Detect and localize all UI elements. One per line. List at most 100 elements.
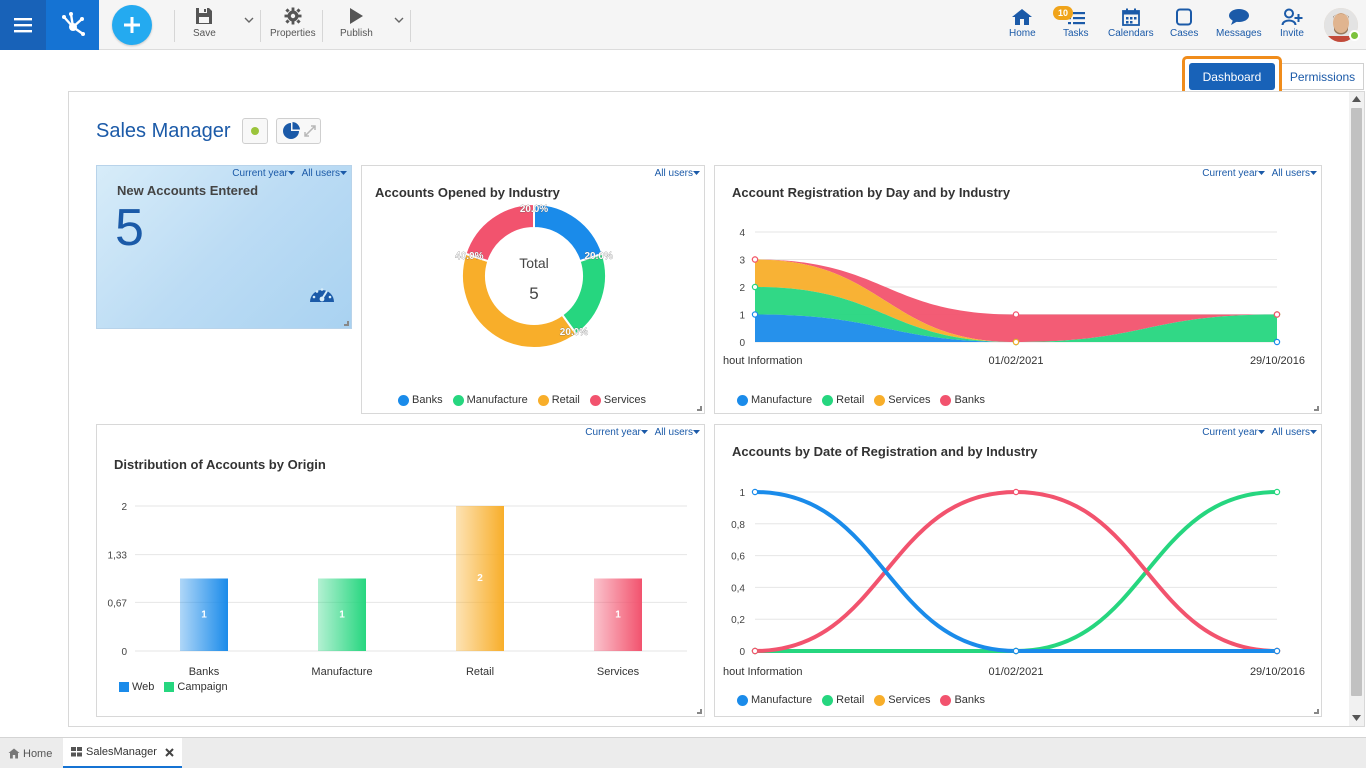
- add-button[interactable]: [112, 5, 152, 45]
- line-point[interactable]: [1012, 488, 1020, 496]
- invite-nav-button[interactable]: Invite: [1280, 8, 1304, 39]
- legend-label: Services: [603, 394, 647, 406]
- app-logo[interactable]: [46, 0, 99, 50]
- bottom-tab-home[interactable]: Home: [8, 738, 52, 768]
- area-point[interactable]: [751, 256, 759, 263]
- bar-legend: Web Campaign: [119, 681, 238, 693]
- period-filter[interactable]: Current year: [1202, 427, 1258, 438]
- legend-item[interactable]: Web: [119, 681, 154, 693]
- resize-handle[interactable]: [1314, 406, 1319, 411]
- resize-handle[interactable]: [697, 709, 702, 714]
- area-chart-title: Account Registration by Day and by Indus…: [732, 185, 1011, 200]
- users-filter[interactable]: All users: [654, 168, 693, 179]
- scroll-up-arrow-icon[interactable]: [1352, 96, 1361, 102]
- toolbar-divider: [174, 10, 175, 42]
- messages-nav-button[interactable]: Messages: [1216, 8, 1262, 39]
- invite-nav-label: Invite: [1280, 28, 1304, 39]
- bar-manufacture[interactable]: [318, 578, 366, 652]
- calendars-nav-button[interactable]: Calendars: [1108, 8, 1154, 39]
- tab-dashboard[interactable]: Dashboard: [1189, 63, 1275, 90]
- donut-slice-retail[interactable]: [461, 252, 578, 349]
- legend-item[interactable]: Services: [589, 394, 647, 406]
- chevron-down-icon: [693, 171, 700, 175]
- cases-nav-button[interactable]: Cases: [1170, 8, 1198, 39]
- save-dropdown-button[interactable]: [244, 16, 254, 27]
- hamburger-menu-button[interactable]: [0, 0, 46, 50]
- users-filter[interactable]: All users: [654, 427, 693, 438]
- publish-dropdown-button[interactable]: [394, 16, 404, 27]
- status-dot-icon: [251, 127, 259, 135]
- donut-slice-services[interactable]: [464, 202, 535, 263]
- chart-view-button[interactable]: [276, 118, 321, 144]
- legend-marker: [737, 694, 748, 706]
- chevron-down-icon: [287, 171, 295, 175]
- period-filter[interactable]: Current year: [585, 427, 641, 438]
- legend-item[interactable]: Manufacture: [737, 694, 812, 706]
- bottom-tab-sales-manager-label: SalesManager: [86, 746, 157, 758]
- properties-button[interactable]: Properties: [270, 7, 316, 39]
- publish-button[interactable]: Publish: [340, 7, 373, 39]
- users-filter[interactable]: All users: [1271, 427, 1310, 438]
- close-icon[interactable]: [165, 747, 174, 757]
- card-registration-by-day[interactable]: Current year All users Account Registrat…: [714, 165, 1322, 414]
- legend-item[interactable]: Services: [874, 394, 930, 406]
- legend-item[interactable]: Banks: [398, 394, 443, 406]
- chevron-down-icon: [340, 171, 347, 175]
- resize-handle[interactable]: [344, 321, 349, 326]
- x-tick-label: Retail: [466, 666, 494, 678]
- kpi-card-new-accounts[interactable]: Current year All users New Accounts Ente…: [96, 165, 352, 329]
- bottom-tab-sales-manager[interactable]: SalesManager: [63, 738, 182, 768]
- area-series-manufacture[interactable]: [755, 314, 1277, 343]
- line-point[interactable]: [751, 488, 759, 496]
- area-point[interactable]: [751, 311, 759, 318]
- area-series-banks[interactable]: [755, 259, 1277, 343]
- legend-item[interactable]: Banks: [940, 394, 985, 406]
- line-point[interactable]: [1012, 647, 1020, 655]
- toolbar-divider: [410, 10, 411, 42]
- chevron-down-icon: [1310, 430, 1317, 434]
- area-chart: 0 1 2 3 4 hout Information 01/02/2021 29/10/201…: [723, 228, 1305, 367]
- legend-item[interactable]: Campaign: [164, 681, 228, 693]
- bar-banks[interactable]: [180, 578, 228, 652]
- legend-item[interactable]: Manufacture: [452, 394, 528, 406]
- area-point[interactable]: [1012, 311, 1020, 318]
- legend-item[interactable]: Retail: [822, 694, 864, 706]
- card-accounts-by-origin[interactable]: Current year All users Distribution of A…: [96, 424, 705, 717]
- legend-item[interactable]: Retail: [537, 394, 580, 406]
- bar-services[interactable]: [594, 578, 642, 652]
- chevron-down-icon: [244, 17, 254, 23]
- scrollbar-thumb[interactable]: [1351, 108, 1362, 696]
- area-point[interactable]: [1012, 338, 1020, 346]
- scroll-down-arrow-icon[interactable]: [1352, 715, 1361, 721]
- home-nav-button[interactable]: Home: [1009, 8, 1036, 39]
- legend-item[interactable]: Services: [874, 694, 930, 706]
- legend-marker: [164, 682, 175, 692]
- area-point[interactable]: [751, 283, 759, 291]
- line-point[interactable]: [1273, 488, 1281, 496]
- status-toggle-button[interactable]: [242, 118, 268, 144]
- line-series-manufacture[interactable]: [753, 490, 1279, 653]
- y-tick-label: 0: [121, 647, 127, 658]
- legend-item[interactable]: Manufacture: [737, 394, 812, 406]
- bar-retail[interactable]: [456, 506, 504, 651]
- area-point[interactable]: [1273, 311, 1281, 318]
- users-filter[interactable]: All users: [1271, 168, 1310, 179]
- tab-permissions[interactable]: Permissions: [1282, 63, 1364, 90]
- area-series-services[interactable]: [755, 259, 1277, 343]
- period-filter[interactable]: Current year: [1202, 168, 1258, 179]
- card-accounts-by-industry[interactable]: All users Accounts Opened by Industry 20…: [361, 165, 705, 414]
- legend-marker: [398, 394, 409, 406]
- save-button[interactable]: Save: [193, 7, 216, 39]
- card-accounts-by-date[interactable]: Current year All users Accounts by Date …: [714, 424, 1322, 717]
- resize-handle[interactable]: [1314, 709, 1319, 714]
- period-filter[interactable]: Current year: [232, 168, 288, 179]
- legend-item[interactable]: Retail: [822, 394, 864, 406]
- line-point[interactable]: [751, 647, 759, 655]
- users-filter[interactable]: All users: [301, 168, 340, 179]
- legend-item[interactable]: Banks: [940, 694, 985, 706]
- kpi-title: New Accounts Entered: [117, 183, 259, 198]
- line-chart: 0 0,2 0,4 0,6 0,8 1 hout Information 01/02/2021…: [723, 488, 1305, 678]
- area-point[interactable]: [1273, 338, 1281, 346]
- line-point[interactable]: [1273, 647, 1281, 655]
- resize-handle[interactable]: [697, 406, 702, 411]
